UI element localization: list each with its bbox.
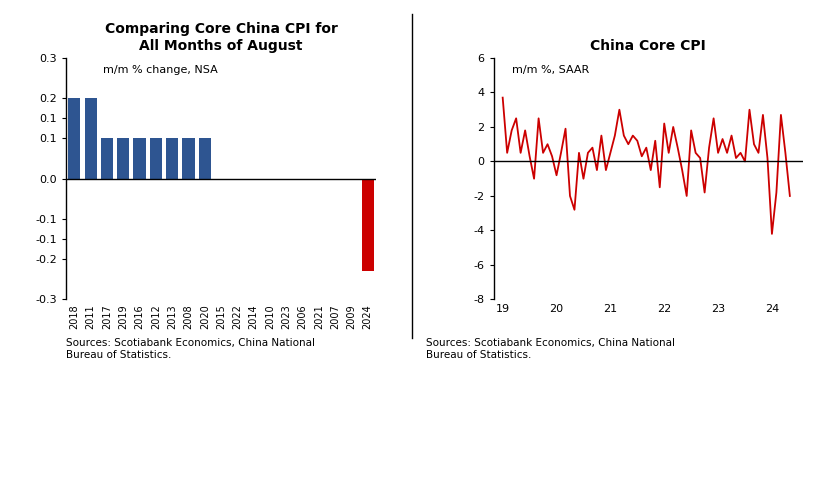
- Bar: [68, 98, 80, 179]
- Text: m/m %, SAAR: m/m %, SAAR: [511, 65, 589, 75]
- Text: Sources: Scotiabank Economics, China National
Bureau of Statistics.: Sources: Scotiabank Economics, China Nat…: [426, 338, 675, 360]
- Bar: [133, 139, 146, 179]
- Bar: [101, 139, 113, 179]
- Title: China Core CPI: China Core CPI: [590, 39, 705, 53]
- Title: Comparing Core China CPI for
All Months of August: Comparing Core China CPI for All Months …: [104, 22, 337, 53]
- Bar: [182, 139, 194, 179]
- Bar: [150, 139, 162, 179]
- Text: m/m % change, NSA: m/m % change, NSA: [103, 65, 218, 75]
- Bar: [166, 139, 178, 179]
- Text: Sources: Scotiabank Economics, China National
Bureau of Statistics.: Sources: Scotiabank Economics, China Nat…: [66, 338, 315, 360]
- Bar: [117, 139, 129, 179]
- Bar: [361, 179, 373, 271]
- Bar: [84, 98, 97, 179]
- Bar: [198, 139, 211, 179]
